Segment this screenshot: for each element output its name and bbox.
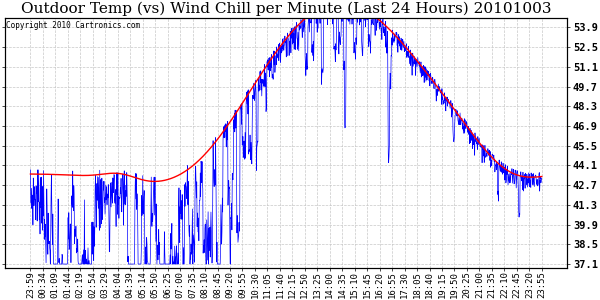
Text: Copyright 2010 Cartronics.com: Copyright 2010 Cartronics.com <box>6 21 140 30</box>
Title: Outdoor Temp (vs) Wind Chill per Minute (Last 24 Hours) 20101003: Outdoor Temp (vs) Wind Chill per Minute … <box>21 2 551 16</box>
